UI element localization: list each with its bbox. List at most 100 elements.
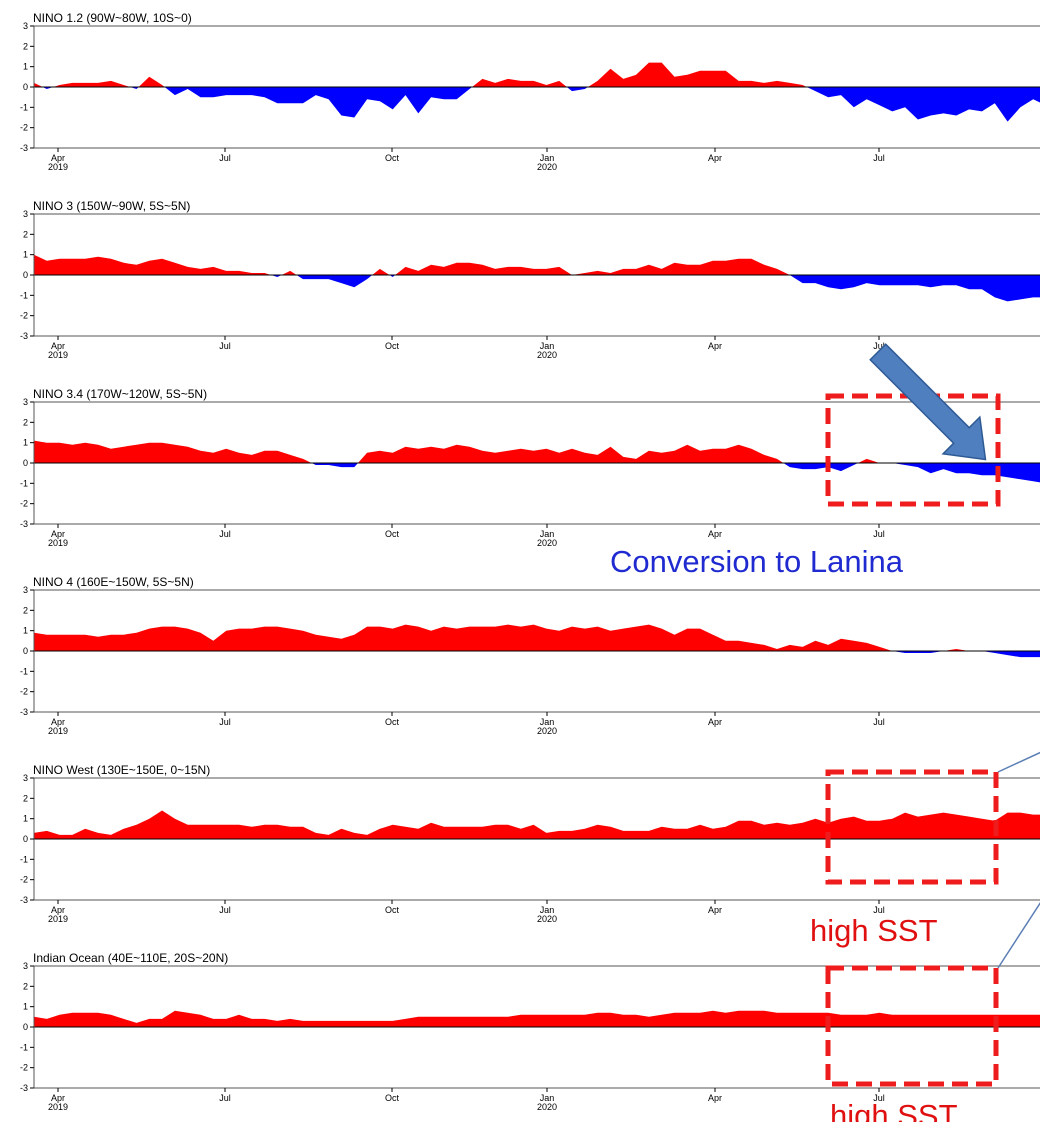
x-tick-year: 2020 [537, 350, 557, 360]
x-tick-label: Oct [385, 529, 400, 539]
y-tick-label: -2 [20, 311, 28, 321]
x-tick-year: 2019 [48, 1102, 68, 1112]
y-tick-label: 0 [23, 646, 28, 656]
arrow-icon [869, 343, 987, 461]
x-tick-label: Apr [708, 153, 722, 163]
y-tick-label: -3 [20, 331, 28, 341]
y-tick-label: -2 [20, 1063, 28, 1073]
callout-line [997, 902, 1040, 969]
x-tick-label: Apr [51, 153, 65, 163]
x-tick-label: Oct [385, 717, 400, 727]
x-tick-label: Apr [708, 905, 722, 915]
y-tick-label: -2 [20, 875, 28, 885]
x-tick-label: Jul [219, 341, 231, 351]
panel-title: NINO 1.2 (90W~80W, 10S~0) [33, 11, 192, 25]
y-tick-label: 3 [23, 397, 28, 407]
y-tick-label: -1 [20, 290, 28, 300]
panel-5: Indian Ocean (40E~110E, 20S~20N) 3 2 1 0 -1 -2… [20, 951, 1040, 1112]
x-tick-year: 2020 [537, 162, 557, 172]
y-tick-label: -1 [20, 666, 28, 676]
x-tick-label: Jul [219, 905, 231, 915]
x-tick-label: Jul [219, 1093, 231, 1103]
x-tick-label: Apr [708, 1093, 722, 1103]
annotation-high-sst-west: high SST [810, 913, 938, 948]
x-tick-label: Jul [873, 153, 885, 163]
x-tick-label: Jan [540, 529, 555, 539]
x-tick-label: Jan [540, 153, 555, 163]
x-tick-year: 2020 [537, 914, 557, 924]
panel-title: NINO 4 (160E~150W, 5S~5N) [33, 575, 194, 589]
x-tick-label: Jan [540, 717, 555, 727]
y-tick-label: 3 [23, 21, 28, 31]
x-tick-year: 2020 [537, 538, 557, 548]
x-tick-label: Apr [708, 717, 722, 727]
y-tick-label: 2 [23, 793, 28, 803]
x-tick-label: Jul [873, 717, 885, 727]
x-tick-label: Jan [540, 1093, 555, 1103]
x-tick-label: Jul [873, 1093, 885, 1103]
x-tick-label: Jan [540, 905, 555, 915]
panel-2: NINO 3.4 (170W~120W, 5S~5N) 3 2 1 0 -1 -2 -3 Apr… [20, 387, 1040, 548]
x-tick-year: 2019 [48, 350, 68, 360]
negative-anomaly-area [34, 275, 1040, 302]
x-tick-label: Apr [51, 1093, 65, 1103]
panel-title: NINO 3.4 (170W~120W, 5S~5N) [33, 387, 207, 401]
y-tick-label: 3 [23, 961, 28, 971]
y-tick-label: 3 [23, 209, 28, 219]
x-tick-year: 2020 [537, 1102, 557, 1112]
negative-anomaly-area [34, 651, 1040, 658]
x-tick-label: Apr [51, 905, 65, 915]
y-tick-label: 0 [23, 1022, 28, 1032]
y-tick-label: -3 [20, 143, 28, 153]
positive-anomaly-area [34, 810, 1040, 839]
x-tick-label: Jul [873, 341, 885, 351]
y-tick-label: 0 [23, 82, 28, 92]
y-tick-label: -3 [20, 707, 28, 717]
panel-title: NINO West (130E~150E, 0~15N) [33, 763, 210, 777]
panel-4: NINO West (130E~150E, 0~15N) 3 2 1 0 -1 -2 -3 Ap… [20, 763, 1040, 924]
x-tick-label: Jul [219, 529, 231, 539]
x-tick-label: Apr [51, 341, 65, 351]
y-tick-label: -2 [20, 687, 28, 697]
positive-anomaly-area [34, 440, 1040, 463]
callout-line [997, 751, 1040, 773]
y-tick-label: 0 [23, 834, 28, 844]
y-tick-label: -2 [20, 123, 28, 133]
y-tick-label: 1 [23, 814, 28, 824]
y-tick-label: -1 [20, 478, 28, 488]
y-tick-label: -1 [20, 1042, 28, 1052]
y-tick-label: 2 [23, 417, 28, 427]
positive-anomaly-area [34, 62, 1040, 87]
y-tick-label: 1 [23, 62, 28, 72]
x-tick-label: Apr [51, 717, 65, 727]
y-tick-label: 3 [23, 773, 28, 783]
x-tick-label: Jul [873, 529, 885, 539]
y-tick-label: -2 [20, 499, 28, 509]
x-tick-label: Apr [708, 341, 722, 351]
y-tick-label: 1 [23, 1002, 28, 1012]
y-tick-label: -1 [20, 102, 28, 112]
x-tick-year: 2019 [48, 538, 68, 548]
positive-anomaly-area [34, 624, 1040, 651]
x-tick-label: Jul [873, 905, 885, 915]
y-tick-label: 1 [23, 250, 28, 260]
x-tick-label: Jul [219, 153, 231, 163]
x-tick-label: Jan [540, 341, 555, 351]
x-tick-label: Jul [219, 717, 231, 727]
highlight-box-1 [825, 769, 999, 885]
x-tick-label: Oct [385, 1093, 400, 1103]
positive-anomaly-area [34, 1010, 1040, 1027]
y-tick-label: 2 [23, 229, 28, 239]
y-tick-label: 0 [23, 458, 28, 468]
negative-anomaly-area [34, 463, 1040, 483]
positive-anomaly-area [34, 254, 1040, 275]
y-tick-label: 1 [23, 626, 28, 636]
y-tick-label: -1 [20, 854, 28, 864]
y-tick-label: 2 [23, 605, 28, 615]
x-tick-label: Oct [385, 153, 400, 163]
x-tick-label: Oct [385, 905, 400, 915]
y-tick-label: -3 [20, 895, 28, 905]
annotation-high-sst-indian: high SST [830, 1098, 958, 1122]
x-tick-year: 2019 [48, 914, 68, 924]
